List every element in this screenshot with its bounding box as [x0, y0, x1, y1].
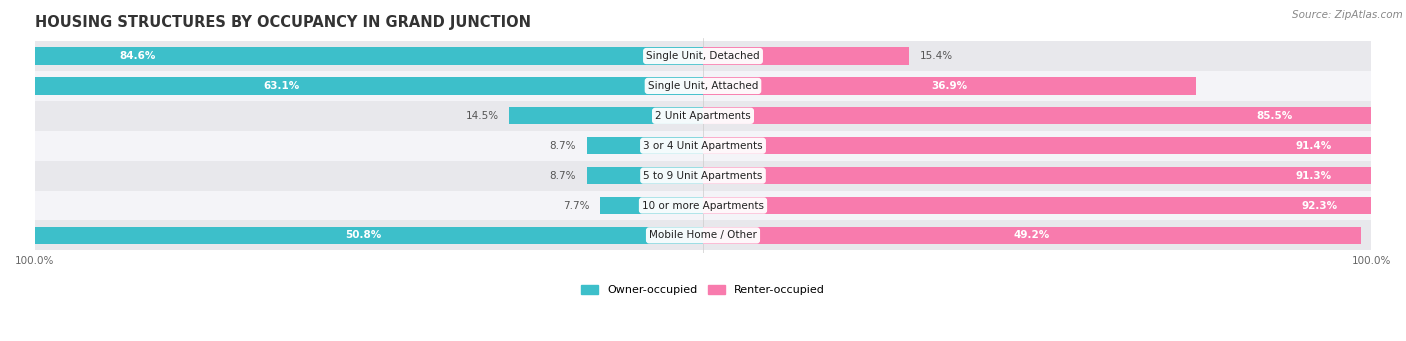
Bar: [703, 137, 1406, 154]
Bar: [0, 47, 703, 65]
Text: 85.5%: 85.5%: [1257, 111, 1292, 121]
Bar: [35, 161, 1371, 191]
Bar: [586, 167, 703, 184]
Bar: [703, 77, 1197, 94]
Text: 2 Unit Apartments: 2 Unit Apartments: [655, 111, 751, 121]
Text: 8.7%: 8.7%: [550, 170, 576, 181]
Text: 5 to 9 Unit Apartments: 5 to 9 Unit Apartments: [644, 170, 762, 181]
Bar: [586, 137, 703, 154]
Text: 36.9%: 36.9%: [932, 81, 967, 91]
Text: 14.5%: 14.5%: [465, 111, 499, 121]
Bar: [35, 71, 1371, 101]
Text: Single Unit, Attached: Single Unit, Attached: [648, 81, 758, 91]
Bar: [35, 41, 1371, 71]
Text: 8.7%: 8.7%: [550, 141, 576, 151]
Text: 10 or more Apartments: 10 or more Apartments: [643, 201, 763, 210]
Bar: [35, 101, 1371, 131]
Bar: [35, 131, 1371, 161]
Text: 84.6%: 84.6%: [120, 51, 156, 61]
Bar: [703, 107, 1406, 124]
Bar: [24, 227, 703, 244]
Text: 63.1%: 63.1%: [263, 81, 299, 91]
Bar: [703, 197, 1406, 214]
Bar: [35, 220, 1371, 250]
Text: 15.4%: 15.4%: [920, 51, 953, 61]
Text: 50.8%: 50.8%: [346, 231, 381, 240]
Text: 3 or 4 Unit Apartments: 3 or 4 Unit Apartments: [643, 141, 763, 151]
Bar: [703, 227, 1361, 244]
Bar: [703, 47, 908, 65]
Text: 7.7%: 7.7%: [562, 201, 589, 210]
Text: 92.3%: 92.3%: [1302, 201, 1339, 210]
Text: 91.4%: 91.4%: [1296, 141, 1331, 151]
Text: Single Unit, Detached: Single Unit, Detached: [647, 51, 759, 61]
Legend: Owner-occupied, Renter-occupied: Owner-occupied, Renter-occupied: [581, 285, 825, 295]
Bar: [35, 191, 1371, 220]
Bar: [0, 77, 703, 94]
Bar: [703, 167, 1406, 184]
Text: HOUSING STRUCTURES BY OCCUPANCY IN GRAND JUNCTION: HOUSING STRUCTURES BY OCCUPANCY IN GRAND…: [35, 15, 530, 30]
Text: Mobile Home / Other: Mobile Home / Other: [650, 231, 756, 240]
Text: 91.3%: 91.3%: [1295, 170, 1331, 181]
Text: 49.2%: 49.2%: [1014, 231, 1050, 240]
Bar: [509, 107, 703, 124]
Text: Source: ZipAtlas.com: Source: ZipAtlas.com: [1292, 10, 1403, 20]
Bar: [600, 197, 703, 214]
